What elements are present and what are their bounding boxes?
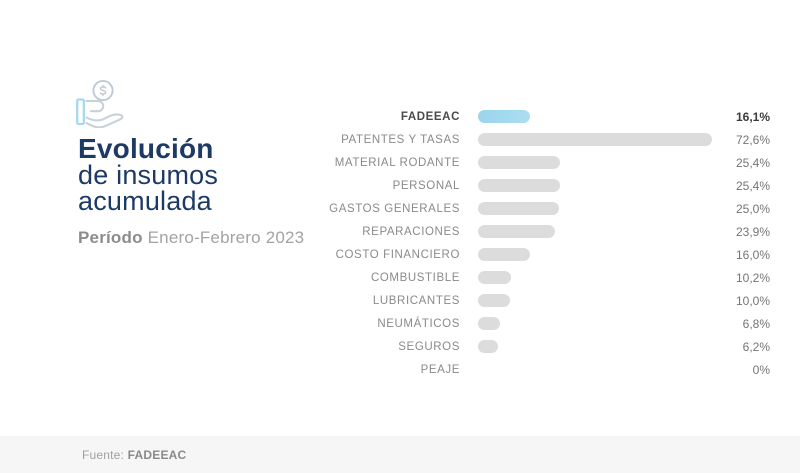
bar-value: 16,1%: [735, 109, 770, 124]
chart-row: PEAJE 0%: [310, 358, 770, 381]
bar-track: [478, 294, 712, 307]
bar-value: 25,0%: [735, 201, 770, 216]
chart-row: PERSONAL 25,4%: [310, 174, 770, 197]
bar-value: 25,4%: [735, 155, 770, 170]
bar: [478, 225, 556, 238]
title-line-2: de insumos: [78, 160, 219, 190]
bar-track: [478, 317, 712, 330]
bar-value: 16,0%: [735, 247, 770, 262]
bar: [478, 202, 559, 215]
bar-value: 25,4%: [735, 178, 770, 193]
bar-chart: FADEEAC 16,1% PATENTES Y TASAS 72,6% MATERIA…: [310, 105, 770, 381]
bar: [478, 340, 498, 353]
bar-track: [478, 248, 712, 261]
source-footer: Fuente: FADEEAC: [0, 436, 800, 473]
bar-track: [478, 156, 712, 169]
bar-label: PEAJE: [420, 363, 460, 376]
bar-track: [478, 363, 712, 376]
bar-value: 6,8%: [742, 316, 770, 331]
bar-track: [478, 179, 712, 192]
page-title: Evolución de insumos acumulada: [78, 133, 328, 216]
bar-label: PATENTES Y TASAS: [341, 133, 460, 146]
bar-label: MATERIAL RODANTE: [334, 156, 460, 169]
bar-label: PERSONAL: [392, 179, 460, 192]
chart-row: GASTOS GENERALES 25,0%: [310, 197, 770, 220]
source-value: FADEEAC: [127, 447, 187, 462]
bar: [478, 133, 712, 146]
title-line-3: acumulada: [78, 186, 212, 216]
bar: [478, 156, 560, 169]
hand-holding-coin-icon: [76, 78, 138, 129]
chart-row: PATENTES Y TASAS 72,6%: [310, 128, 770, 151]
bar-track: [478, 225, 712, 238]
bar: [478, 179, 560, 192]
bar: [478, 317, 500, 330]
bar: [478, 110, 530, 123]
chart-row: MATERIAL RODANTE 25,4%: [310, 151, 770, 174]
bar: [478, 271, 511, 284]
source-label: Fuente:: [82, 447, 125, 462]
chart-row: NEUMÁTICOS 6,8%: [310, 312, 770, 335]
chart-row: LUBRICANTES 10,0%: [310, 289, 770, 312]
bar: [478, 294, 511, 307]
period-subtitle: Período Enero-Febrero 2023: [78, 228, 328, 248]
bar-label: REPARACIONES: [362, 225, 460, 238]
chart-row: COMBUSTIBLE 10,2%: [310, 266, 770, 289]
header-panel: Evolución de insumos acumulada Período E…: [76, 78, 328, 248]
title-line-1: Evolución: [78, 133, 214, 164]
bar-label: LUBRICANTES: [372, 294, 460, 307]
bar-label: SEGUROS: [398, 340, 460, 353]
bar-value: 0%: [752, 362, 770, 377]
period-value: Enero-Febrero 2023: [147, 228, 305, 247]
chart-row: SEGUROS 6,2%: [310, 335, 770, 358]
bar-value: 23,9%: [735, 224, 770, 239]
bar-label: NEUMÁTICOS: [377, 317, 460, 330]
chart-row: COSTO FINANCIERO 16,0%: [310, 243, 770, 266]
bar-value: 72,6%: [735, 132, 770, 147]
bar-track: [478, 271, 712, 284]
chart-row: REPARACIONES 23,9%: [310, 220, 770, 243]
bar: [478, 248, 530, 261]
chart-row: FADEEAC 16,1%: [310, 105, 770, 128]
bar-label: FADEEAC: [400, 110, 460, 123]
bar-value: 6,2%: [742, 339, 770, 354]
bar-track: [478, 133, 712, 146]
source-text: Fuente: FADEEAC: [82, 448, 186, 462]
bar-value: 10,2%: [735, 270, 770, 285]
bar-label: COSTO FINANCIERO: [335, 248, 460, 261]
bar-label: COMBUSTIBLE: [370, 271, 460, 284]
period-label: Período: [78, 228, 143, 247]
bar-track: [478, 202, 712, 215]
bar-track: [478, 340, 712, 353]
bar-value: 10,0%: [735, 293, 770, 308]
bar-track: [478, 110, 712, 123]
bar-label: GASTOS GENERALES: [329, 202, 460, 215]
